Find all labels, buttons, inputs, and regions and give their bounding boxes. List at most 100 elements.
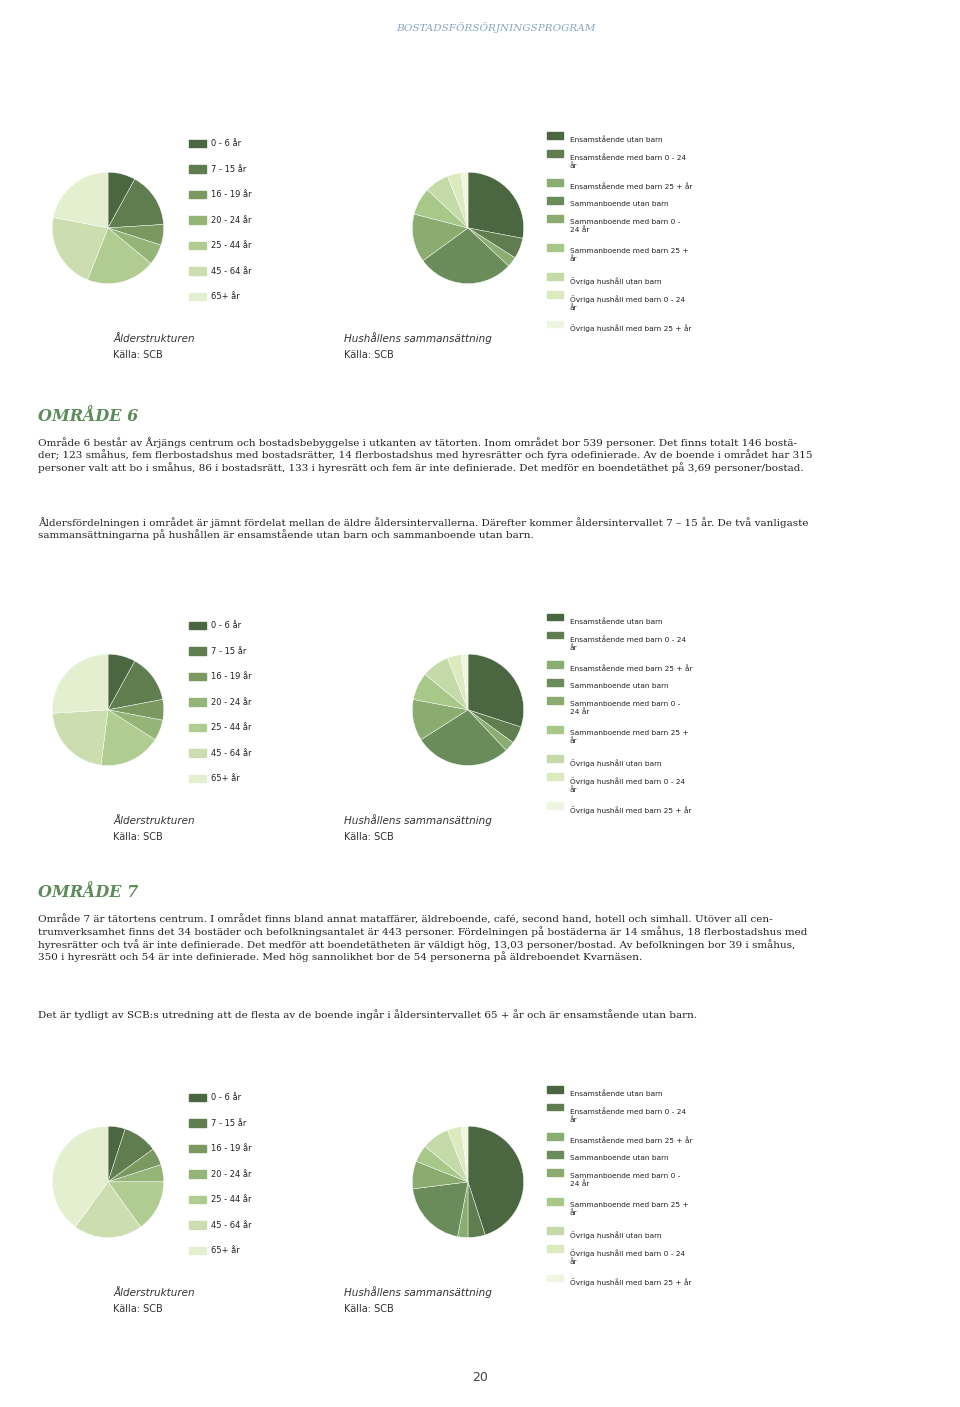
Text: 45 - 64 år: 45 - 64 år — [211, 1221, 252, 1230]
Text: Källa: SCB: Källa: SCB — [113, 833, 163, 843]
Text: 0 - 6 år: 0 - 6 år — [211, 620, 242, 630]
Bar — [189, 165, 206, 173]
Bar — [189, 723, 206, 732]
Text: 0 - 6 år: 0 - 6 år — [211, 139, 242, 148]
Wedge shape — [53, 711, 108, 765]
Text: 16 - 19 år: 16 - 19 år — [211, 673, 252, 681]
Text: Sammanboende med barn 25 +
år: Sammanboende med barn 25 + år — [570, 1203, 688, 1216]
Wedge shape — [447, 173, 468, 228]
Text: Sammanboende med barn 25 +
år: Sammanboende med barn 25 + år — [570, 730, 688, 744]
Bar — [189, 698, 206, 706]
Wedge shape — [468, 1182, 485, 1238]
Wedge shape — [108, 1128, 153, 1182]
Text: Ensamstående med barn 25 + år: Ensamstående med barn 25 + år — [570, 183, 692, 190]
Wedge shape — [108, 228, 161, 263]
Bar — [547, 215, 563, 222]
Text: 45 - 64 år: 45 - 64 år — [211, 267, 252, 276]
Text: Övriga hushåll med barn 0 - 24
år: Övriga hushåll med barn 0 - 24 år — [570, 777, 685, 794]
Wedge shape — [108, 654, 134, 711]
Text: Hushållens sammansättning: Hushållens sammansättning — [344, 332, 492, 343]
Text: Källa: SCB: Källa: SCB — [344, 833, 394, 843]
Text: Källa: SCB: Källa: SCB — [344, 1304, 394, 1314]
Text: Område 6 består av Årjängs centrum och bostadsbebyggelse i utkanten av tätorten.: Område 6 består av Årjängs centrum och b… — [38, 438, 813, 473]
Text: Ensamstående med barn 0 - 24
år: Ensamstående med barn 0 - 24 år — [570, 155, 686, 169]
Text: Det är tydligt av SCB:s utredning att de flesta av de boende ingår i åldersinter: Det är tydligt av SCB:s utredning att de… — [38, 1009, 698, 1020]
Bar — [189, 1221, 206, 1228]
Text: 25 - 44 år: 25 - 44 år — [211, 723, 252, 732]
Text: Hushållens sammansättning: Hushållens sammansättning — [344, 1286, 492, 1297]
Bar — [547, 632, 563, 639]
Wedge shape — [413, 1182, 468, 1237]
Bar — [189, 647, 206, 654]
Wedge shape — [108, 699, 163, 720]
Text: Övriga hushåll utan barn: Övriga hushåll utan barn — [570, 277, 661, 286]
Bar — [547, 726, 563, 733]
Wedge shape — [468, 654, 523, 727]
Wedge shape — [108, 661, 162, 711]
Text: Sammanboende med barn 25 +
år: Sammanboende med barn 25 + år — [570, 249, 688, 262]
Text: Hushållens sammansättning: Hushållens sammansättning — [344, 813, 492, 826]
Bar — [547, 1104, 563, 1110]
Text: Källa: SCB: Källa: SCB — [113, 1304, 163, 1314]
Text: Sammanboende utan barn: Sammanboende utan barn — [570, 684, 668, 689]
Text: 16 - 19 år: 16 - 19 år — [211, 190, 252, 200]
Text: Sammanboende utan barn: Sammanboende utan barn — [570, 1155, 668, 1161]
Bar — [189, 622, 206, 629]
Wedge shape — [468, 711, 521, 743]
Bar — [547, 1275, 563, 1280]
Text: 25 - 44 år: 25 - 44 år — [211, 1195, 252, 1204]
Text: Övriga hushåll med barn 25 + år: Övriga hushåll med barn 25 + år — [570, 1279, 691, 1286]
Text: Övriga hushåll utan barn: Övriga hushåll utan barn — [570, 760, 661, 767]
Bar — [189, 1145, 206, 1152]
Text: Ålderstrukturen: Ålderstrukturen — [113, 816, 195, 826]
Bar — [547, 613, 563, 620]
Bar — [547, 774, 563, 779]
Text: Ensamstående utan barn: Ensamstående utan barn — [570, 136, 662, 144]
Text: Sammanboende utan barn: Sammanboende utan barn — [570, 201, 668, 207]
Bar — [547, 291, 563, 298]
Bar — [189, 217, 206, 224]
Text: 7 - 15 år: 7 - 15 år — [211, 647, 247, 656]
Text: 65+ år: 65+ år — [211, 293, 240, 301]
Text: OMRÅDE 7: OMRÅDE 7 — [38, 884, 138, 902]
Text: 65+ år: 65+ år — [211, 1247, 240, 1255]
Wedge shape — [427, 176, 468, 228]
Text: Övriga hushåll med barn 25 + år: Övriga hushåll med barn 25 + år — [570, 325, 691, 332]
Wedge shape — [468, 228, 515, 266]
Bar — [547, 696, 563, 704]
Wedge shape — [53, 654, 108, 713]
Wedge shape — [108, 1150, 161, 1182]
Text: Övriga hushåll med barn 0 - 24
år: Övriga hushåll med barn 0 - 24 år — [570, 1249, 685, 1265]
Text: 65+ år: 65+ år — [211, 774, 240, 784]
Bar — [189, 267, 206, 274]
Wedge shape — [101, 711, 155, 765]
Bar — [547, 1245, 563, 1252]
Bar — [189, 293, 206, 301]
Wedge shape — [413, 699, 468, 740]
Wedge shape — [108, 172, 134, 228]
Wedge shape — [413, 214, 468, 260]
Bar — [547, 321, 563, 326]
Bar — [547, 245, 563, 250]
Text: Område 7 är tätortens centrum. I området finns bland annat mataffärer, äldreboen: Område 7 är tätortens centrum. I området… — [38, 915, 807, 962]
Text: Källa: SCB: Källa: SCB — [344, 350, 394, 360]
Text: Åldersfördelningen i området är jämnt fördelat mellan de äldre åldersintervaller: Åldersfördelningen i området är jämnt fö… — [38, 518, 809, 540]
Bar — [547, 1086, 563, 1092]
Wedge shape — [75, 1182, 141, 1238]
Wedge shape — [458, 1182, 468, 1238]
Text: Sammanboende med barn 0 -
24 år: Sammanboende med barn 0 - 24 år — [570, 1173, 681, 1188]
Bar — [547, 661, 563, 667]
Wedge shape — [108, 1182, 163, 1227]
Bar — [547, 1199, 563, 1204]
Bar — [189, 749, 206, 757]
Text: Övriga hushåll med barn 0 - 24
år: Övriga hushåll med barn 0 - 24 år — [570, 295, 685, 311]
Text: Sammanboende med barn 0 -
24 år: Sammanboende med barn 0 - 24 år — [570, 219, 681, 234]
Wedge shape — [417, 1147, 468, 1182]
Text: Ensamstående utan barn: Ensamstående utan barn — [570, 1090, 662, 1097]
Text: 20 - 24 år: 20 - 24 år — [211, 1169, 252, 1179]
Text: Sammanboende med barn 0 -
24 år: Sammanboende med barn 0 - 24 år — [570, 701, 681, 715]
Wedge shape — [108, 1126, 125, 1182]
Bar — [189, 673, 206, 681]
Bar — [547, 151, 563, 156]
Wedge shape — [425, 658, 468, 711]
